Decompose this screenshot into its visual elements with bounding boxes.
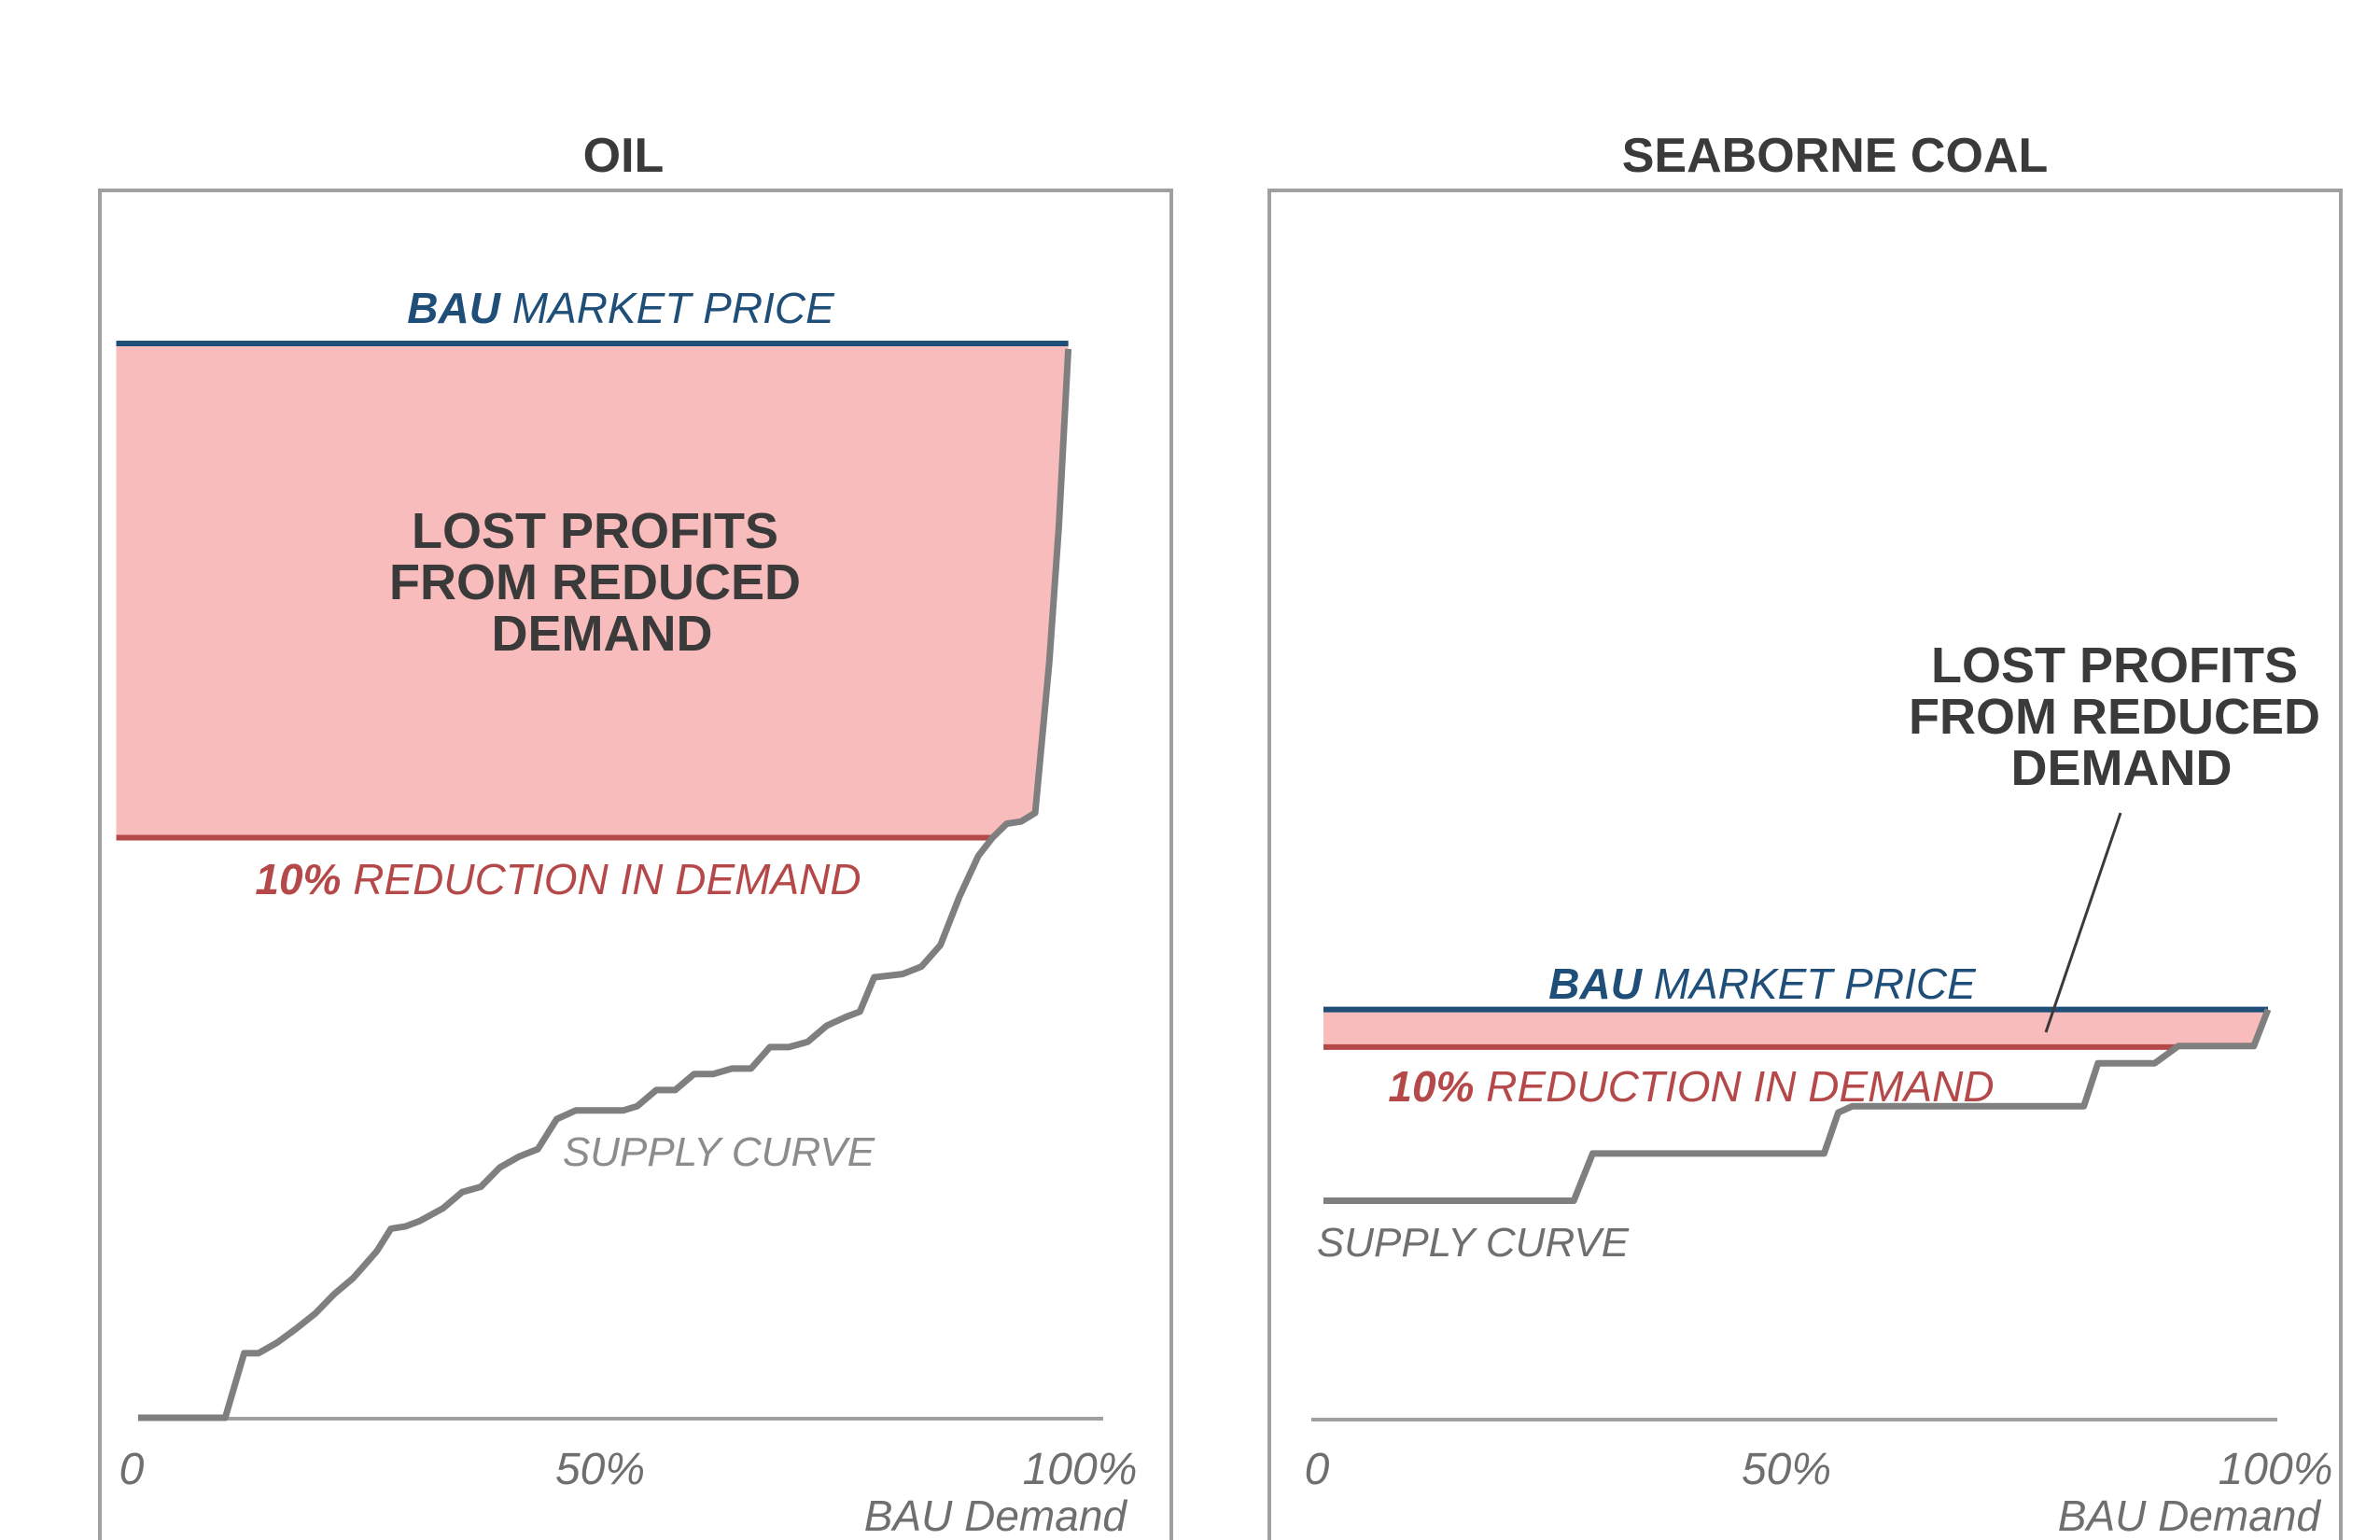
coal-supply-curve [1323, 1008, 2272, 1204]
coal-x-tick-50: 50% [1742, 1445, 1831, 1494]
coal-reduction-in-demand-label: 10% REDUCTION IN DEMAND [1388, 1062, 1994, 1111]
oil-supply-curve [137, 348, 1072, 1421]
coal-x-tick-0: 0 [1305, 1445, 1330, 1494]
oil-chart: OIL BAU MARKET PRICE LOST PROFITS FROM R… [98, 129, 1173, 1540]
coal-x-tick-100: 100% [2219, 1445, 2333, 1494]
oil-x-tick-100: 100% [1023, 1445, 1138, 1494]
coal-chart-title: SEABORNE COAL [1622, 129, 2048, 183]
oil-chart-frame [98, 189, 1173, 1540]
seaborne-coal-chart: SEABORNE COAL BAU MARKET PRICE LOST PROF… [1267, 129, 2343, 1540]
coal-lost-profits-area [1323, 1009, 2268, 1047]
oil-x-tick-50: 50% [555, 1445, 645, 1494]
oil-lost-profits-label: LOST PROFITS FROM REDUCED DEMAND [389, 503, 815, 662]
oil-reduction-in-demand-label: 10% REDUCTION IN DEMAND [255, 855, 861, 903]
oil-supply-curve-label: SUPPLY CURVE [563, 1129, 875, 1175]
coal-supply-curve-label: SUPPLY CURVE [1317, 1220, 1630, 1266]
coal-x-axis-label: BAU Demand [2058, 1491, 2322, 1540]
coal-chart-frame [1267, 189, 2343, 1540]
oil-chart-title: OIL [583, 129, 665, 183]
oil-lost-profits-area [116, 343, 1069, 838]
coal-bau-market-price-label: BAU MARKET PRICE [1548, 959, 1977, 1008]
coal-lost-profits-label: LOST PROFITS FROM REDUCED DEMAND [1909, 637, 2334, 796]
oil-bau-market-price-label: BAU MARKET PRICE [407, 284, 835, 332]
oil-x-axis-label: BAU Demand [864, 1491, 1128, 1540]
coal-lost-profits-leader-line [2044, 812, 2122, 1033]
oil-x-tick-0: 0 [119, 1445, 145, 1494]
